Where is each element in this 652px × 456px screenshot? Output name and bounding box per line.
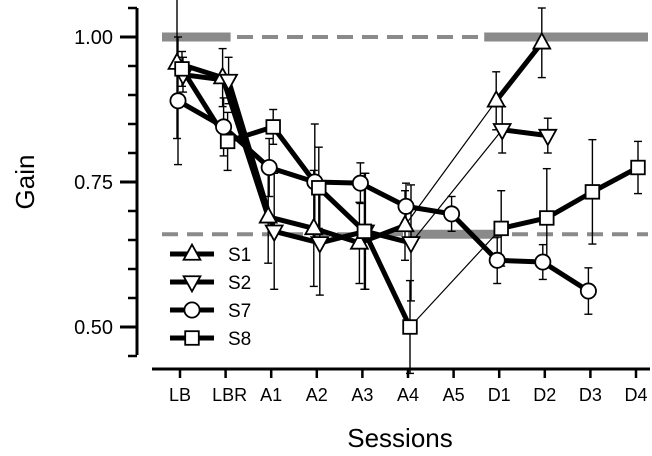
series-line-S8 <box>409 227 502 328</box>
axes: 0.50 0.75 1.00 LB LBR A1 A2 A3 A4 A5 D1 D2 D3 D4 <box>74 6 650 405</box>
data-point-S8 <box>265 119 281 135</box>
legend-marker-S7 <box>183 301 201 319</box>
data-point-S8 <box>493 220 509 237</box>
data-point-S1 <box>395 214 415 233</box>
x-tick-label: A5 <box>443 385 465 405</box>
data-point-S2 <box>218 73 239 92</box>
series-line-S7 <box>449 211 500 263</box>
legend-marker-S8 <box>184 330 200 346</box>
series-line-S2 <box>499 127 551 139</box>
series-line-S8 <box>361 228 413 330</box>
x-tick-label: LB <box>169 385 191 405</box>
data-point-S2 <box>264 224 285 243</box>
data-point-S7 <box>534 253 552 271</box>
series-line-S2 <box>410 129 503 244</box>
legend-label-S8: S8 <box>228 329 251 350</box>
x-tick-label: A1 <box>260 385 282 405</box>
series-line-S1 <box>493 40 545 104</box>
series-line-S1 <box>311 225 362 246</box>
series-line-S7 <box>540 259 591 294</box>
data-point-S8 <box>219 133 236 150</box>
data-point-S2 <box>401 236 421 255</box>
y-tick-label: 0.50 <box>74 317 113 339</box>
y-tick-label: 1.00 <box>74 27 113 49</box>
legend-label-S7: S7 <box>228 301 251 322</box>
series-line-S1 <box>404 100 497 227</box>
x-tick-label: A3 <box>351 385 373 405</box>
x-tick-label: D1 <box>488 385 511 405</box>
reference-lines <box>162 32 648 239</box>
x-axis-label: Sessions <box>347 423 453 453</box>
data-point-S2 <box>309 236 330 255</box>
data-point-S8 <box>311 180 327 196</box>
data-point-S8 <box>356 223 373 240</box>
data-point-S1 <box>349 231 370 250</box>
x-tick-label: D2 <box>533 385 556 405</box>
data-point-S7 <box>397 197 415 215</box>
series-layer <box>167 0 646 375</box>
data-point-S7 <box>260 158 278 176</box>
y-axis-label: Gain <box>10 155 40 210</box>
series-line-S7 <box>221 124 272 170</box>
series-line-S1 <box>265 214 317 231</box>
legend: S1 S2 S7 S8 <box>170 242 251 350</box>
y-tick-label: 0.75 <box>74 172 113 194</box>
x-tick-label: D3 <box>579 385 602 405</box>
x-tick-label: LBR <box>212 385 247 405</box>
legend-marker-S1 <box>182 242 202 261</box>
data-point-S7 <box>488 251 506 269</box>
data-point-S7 <box>169 92 187 110</box>
legend-label-S2: S2 <box>228 273 251 294</box>
legend-marker-S2 <box>182 275 202 294</box>
data-point-S7 <box>579 282 597 300</box>
x-tick-label: D4 <box>624 385 647 405</box>
series-markers <box>167 31 646 335</box>
data-point-S2 <box>537 128 558 147</box>
data-point-S8 <box>402 319 418 335</box>
data-point-S1 <box>303 217 324 236</box>
data-point-S8 <box>630 159 646 176</box>
data-point-S2 <box>492 123 513 142</box>
data-point-S7 <box>351 174 369 192</box>
series-line-S2 <box>226 78 277 234</box>
series-line-S2 <box>362 228 414 246</box>
legend-label-S1: S1 <box>228 245 251 266</box>
data-point-S8 <box>539 210 555 226</box>
data-point-S8 <box>584 184 601 200</box>
data-point-S7 <box>443 205 461 223</box>
series-line-S7 <box>357 180 409 209</box>
data-point-S1 <box>486 89 507 108</box>
data-point-S8 <box>174 61 190 77</box>
data-point-S1 <box>258 205 279 224</box>
data-point-S1 <box>531 31 552 50</box>
data-point-S7 <box>215 118 233 136</box>
x-tick-label: A2 <box>306 385 328 405</box>
series-line-S2 <box>271 228 323 246</box>
x-tick-label: A4 <box>397 385 419 405</box>
